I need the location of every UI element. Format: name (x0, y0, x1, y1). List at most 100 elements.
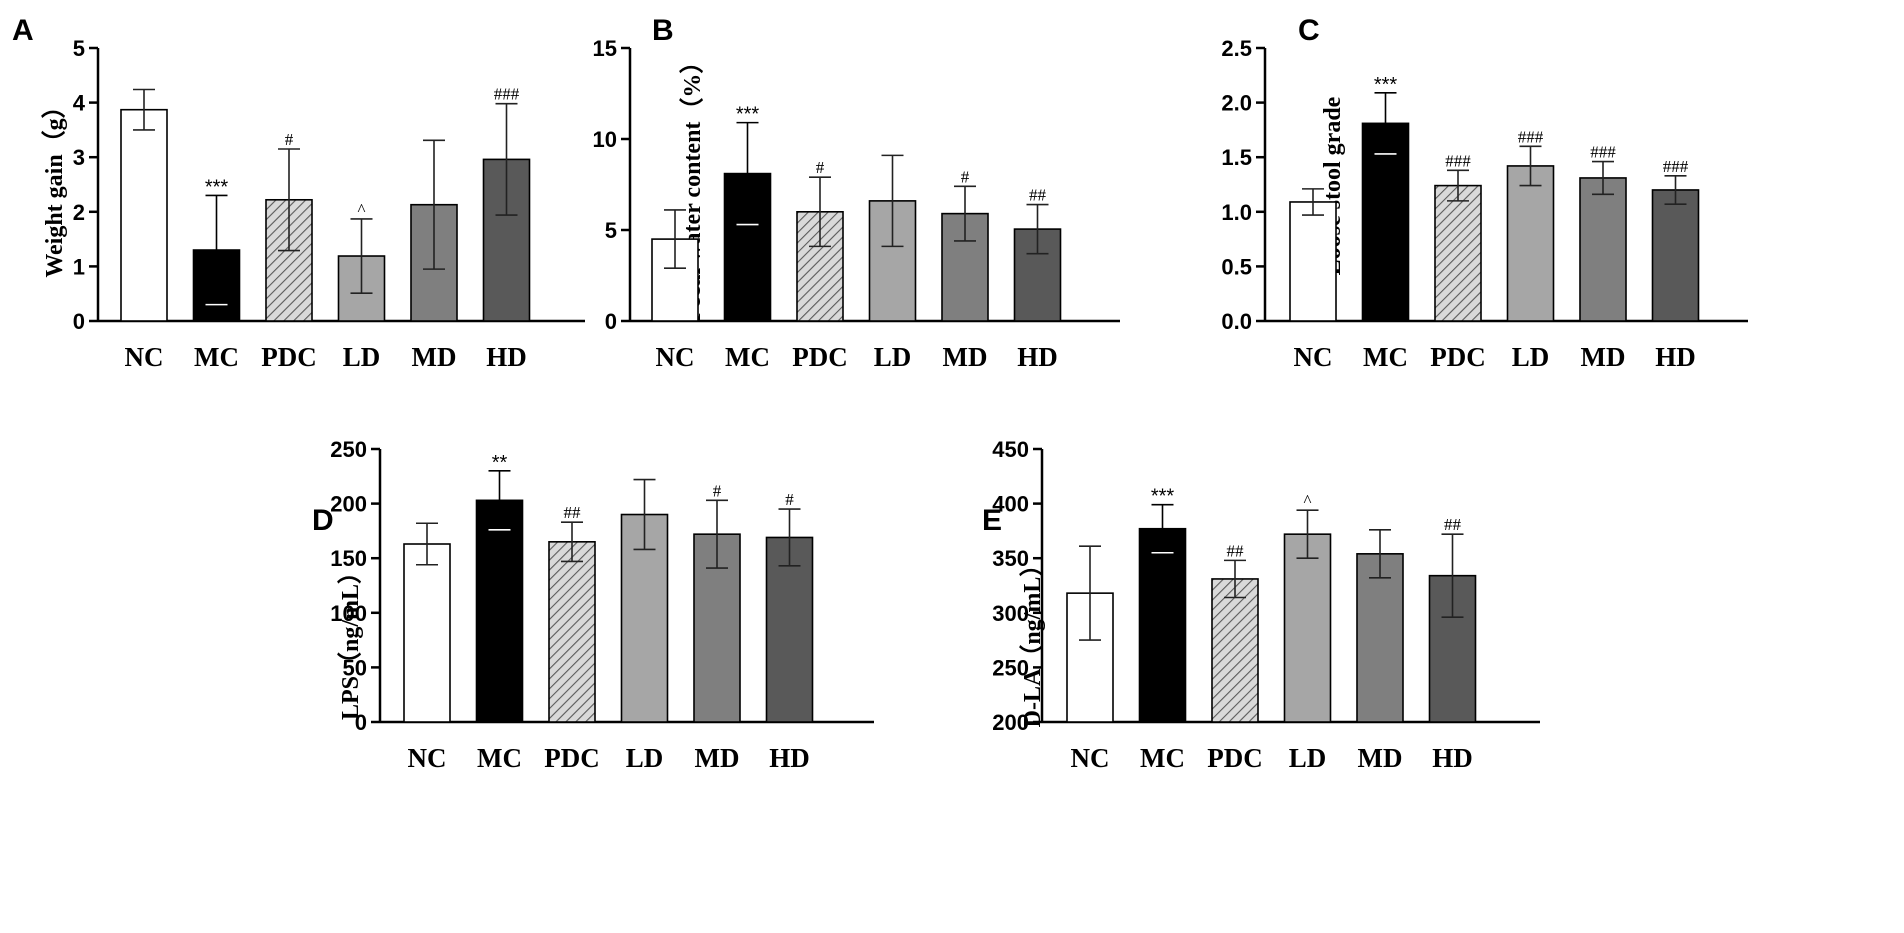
panel-letter-a: A (12, 14, 34, 47)
y-tick-label-a-3: 3 (73, 145, 85, 170)
y-tick-label-d-4: 200 (330, 492, 367, 517)
annotation-c-ld: ### (1518, 127, 1544, 146)
x-tick-label-c-ld: LD (1512, 342, 1550, 372)
annotation-c-mc: *** (1374, 74, 1398, 96)
x-tick-label-d-ld: LD (626, 743, 664, 773)
x-tick-label-b-hd: HD (1017, 342, 1058, 372)
y-axis-title-d: LPS（ng/mL） (337, 560, 364, 720)
y-tick-label-a-4: 4 (73, 91, 86, 116)
x-tick-label-e-hd: HD (1432, 743, 1473, 773)
annotation-d-pdc: ## (564, 503, 582, 522)
panel-letter-d: D (312, 504, 334, 537)
x-tick-label-d-hd: HD (769, 743, 810, 773)
bar-d-md (693, 533, 741, 723)
y-tick-label-a-2: 2 (73, 200, 85, 225)
y-axis-title-a: Weight gain（g） (41, 94, 68, 277)
y-tick-label-d-0: 0 (355, 710, 367, 735)
y-tick-label-d-3: 150 (330, 546, 367, 571)
y-tick-label-c-0: 0.0 (1221, 309, 1252, 334)
bar-d-nc (403, 543, 451, 723)
x-tick-label-c-pdc: PDC (1430, 342, 1486, 372)
panel-c: C Loose stool grade 0.00.51.01.52.02.5NC… (1221, 14, 1748, 372)
y-tick-label-d-1: 50 (343, 655, 367, 680)
y-tick-label-c-2: 1.0 (1221, 200, 1252, 225)
annotation-c-hd: ### (1663, 157, 1689, 176)
annotation-a-ld: ^ (358, 200, 366, 219)
y-tick-label-c-5: 2.5 (1221, 36, 1252, 61)
annotation-d-mc: ** (492, 452, 508, 474)
bar-c-nc (1289, 201, 1337, 322)
bar-d-hd (765, 536, 814, 723)
x-tick-label-e-nc: NC (1071, 743, 1110, 773)
annotation-e-hd: ## (1444, 515, 1462, 534)
y-tick-label-b-1: 5 (605, 218, 617, 243)
plot-d: 0 50 100 150 200 250 NC ** MC ## PDC LD # MD # HD (330, 437, 874, 773)
bar-d-pdc (548, 541, 596, 723)
x-tick-label-b-ld: LD (874, 342, 912, 372)
panel-b: B Fecal water content（%） 051015NC***MC#P… (593, 14, 1120, 372)
annotation-e-mc: *** (1151, 486, 1175, 508)
plot-b: 0 5 10 15 NC *** MC # PDC LD # MD ## HD (593, 36, 1120, 372)
panel-a: A Weight gain（g） 0 1 2 3 4 5 NC *** MC # PDC ^ LD MD #… (12, 14, 585, 372)
y-tick-label-e-5: 450 (992, 437, 1029, 462)
y-tick-label-c-3: 1.5 (1221, 145, 1252, 170)
x-tick-label-a-ld: LD (343, 342, 381, 372)
x-tick-label-b-pdc: PDC (792, 342, 848, 372)
x-tick-label-c-nc: NC (1294, 342, 1333, 372)
x-tick-label-a-hd: HD (486, 342, 527, 372)
panel-e: E D-LA（ng/mL） 200250300350400450NC***MC#… (982, 437, 1540, 773)
y-tick-label-e-2: 300 (992, 601, 1029, 626)
x-tick-label-e-mc: MC (1140, 743, 1185, 773)
y-tick-label-c-1: 0.5 (1221, 254, 1252, 279)
x-tick-label-b-nc: NC (656, 342, 695, 372)
bar-c-ld (1506, 165, 1555, 322)
panel-letter-b: B (652, 14, 674, 47)
y-tick-label-e-0: 200 (992, 710, 1029, 735)
y-tick-label-e-3: 350 (992, 546, 1029, 571)
plot-e: 200 250 300 350 400 450 NC *** MC ## PDC ^ LD MD ## HD (992, 437, 1540, 773)
annotation-b-mc: *** (736, 104, 760, 126)
x-tick-label-a-md: MD (412, 342, 457, 372)
annotation-d-md: # (713, 481, 722, 500)
plot-a: 0 1 2 3 4 5 NC *** MC # PDC ^ LD MD ### HD (73, 36, 585, 372)
x-tick-label-a-pdc: PDC (261, 342, 317, 372)
y-tick-label-c-4: 2.0 (1221, 91, 1252, 116)
annotation-c-pdc: ### (1445, 151, 1471, 170)
panel-letter-e: E (982, 504, 1002, 537)
y-tick-label-b-2: 10 (593, 127, 617, 152)
y-tick-label-a-1: 1 (73, 254, 85, 279)
y-tick-label-a-0: 0 (73, 309, 85, 334)
annotation-b-pdc: # (816, 158, 825, 177)
annotation-b-md: # (961, 167, 970, 186)
y-tick-label-e-1: 250 (992, 655, 1029, 680)
y-tick-label-a-5: 5 (73, 36, 85, 61)
annotation-d-hd: # (785, 490, 794, 509)
x-tick-label-b-mc: MC (725, 342, 770, 372)
y-tick-label-b-3: 15 (593, 36, 617, 61)
panel-letter-c: C (1298, 14, 1320, 47)
x-tick-label-e-md: MD (1358, 743, 1403, 773)
x-tick-label-a-nc: NC (125, 342, 164, 372)
x-tick-label-e-ld: LD (1289, 743, 1327, 773)
bar-c-mc (1361, 122, 1410, 322)
x-tick-label-c-md: MD (1581, 342, 1626, 372)
x-tick-label-b-md: MD (943, 342, 988, 372)
bar-c-pdc (1434, 184, 1482, 322)
annotation-e-ld: ^ (1304, 491, 1312, 510)
bar-c-hd (1651, 189, 1700, 322)
annotation-b-hd: ## (1029, 186, 1047, 205)
y-tick-label-d-2: 100 (330, 601, 367, 626)
bar-e-mc (1138, 527, 1187, 723)
x-tick-label-d-md: MD (695, 743, 740, 773)
bar-d-mc (475, 499, 524, 723)
x-tick-label-d-mc: MC (477, 743, 522, 773)
bar-e-ld (1283, 533, 1332, 723)
x-tick-label-d-pdc: PDC (544, 743, 600, 773)
x-tick-label-e-pdc: PDC (1207, 743, 1263, 773)
y-tick-label-b-0: 0 (605, 309, 617, 334)
x-tick-label-c-mc: MC (1363, 342, 1408, 372)
bar-e-md (1356, 553, 1404, 723)
plot-c: 0.0 0.5 1.0 1.5 2.0 2.5 NC *** MC ### PDC ### LD ### M… (1221, 36, 1748, 372)
